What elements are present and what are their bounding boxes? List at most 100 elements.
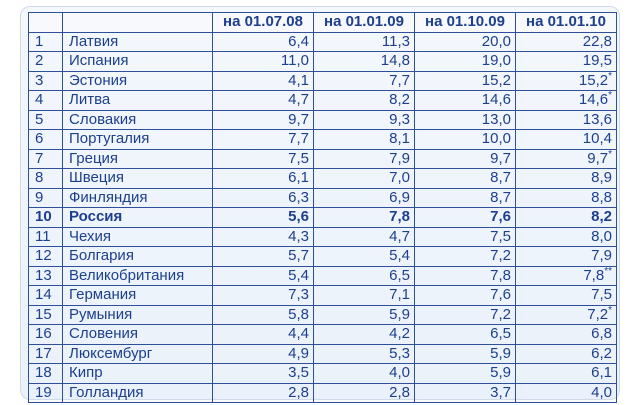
- table-row: 12 Болгария 5,7 5,4 7,2 7,9: [28, 246, 617, 267]
- value-cell: 2,8: [313, 382, 415, 403]
- table-row: 1 Латвия 6,4 11,3 20,0 22,8: [28, 31, 617, 52]
- value-cell: 7,1: [313, 285, 415, 306]
- value-cell: 6,3: [212, 187, 314, 208]
- header-country: [62, 12, 213, 33]
- value-cell: 6,9: [313, 187, 415, 208]
- value-cell: 8,8: [515, 187, 617, 208]
- value-cell: 3,5: [212, 363, 314, 384]
- value-cell: 7,2: [414, 304, 516, 325]
- table-row: 16 Словения 4,4 4,2 6,5 6,8: [28, 324, 617, 345]
- value-cell: 4,0: [515, 382, 617, 403]
- value-cell: 4,3: [212, 226, 314, 247]
- value-cell: 7,5: [414, 226, 516, 247]
- value-cell: 11,0: [212, 51, 314, 72]
- header-date-3: на 01.10.09: [414, 12, 516, 33]
- value-cell: 9,7*: [515, 148, 617, 169]
- country-name: Великобритания: [62, 265, 213, 286]
- row-number: 5: [28, 109, 63, 130]
- value-cell: 7,3: [212, 285, 314, 306]
- country-name: Голландия: [62, 382, 213, 403]
- value-cell: 7,5: [212, 148, 314, 169]
- value-cell: 8,7: [414, 168, 516, 189]
- country-name: Россия: [62, 207, 213, 228]
- row-number: 4: [28, 90, 63, 111]
- value-cell: 4,9: [212, 343, 314, 364]
- value-cell: 11,3: [313, 31, 415, 52]
- country-name: Литва: [62, 90, 213, 111]
- value-cell: 6,1: [212, 168, 314, 189]
- value-cell: 7,6: [414, 285, 516, 306]
- row-number: 17: [28, 343, 63, 364]
- country-name: Финляндия: [62, 187, 213, 208]
- value-cell: 7,7: [212, 129, 314, 150]
- table-row: 17 Люксембург 4,9 5,3 5,9 6,2: [28, 343, 617, 364]
- value-cell: 7,5: [515, 285, 617, 306]
- country-name: Люксембург: [62, 343, 213, 364]
- row-number: 11: [28, 226, 63, 247]
- value-cell: 19,5: [515, 51, 617, 72]
- country-name: Испания: [62, 51, 213, 72]
- table-row: 19 Голландия 2,8 2,8 3,7 4,0: [28, 382, 617, 403]
- value-cell: 6,8: [515, 324, 617, 345]
- table-panel: на 01.07.08 на 01.01.09 на 01.10.09 на 0…: [20, 6, 620, 403]
- value-cell: 7,8: [414, 265, 516, 286]
- value-cell: 5,8: [212, 304, 314, 325]
- value-cell: 8,1: [313, 129, 415, 150]
- row-number: 9: [28, 187, 63, 208]
- value-cell: 5,4: [212, 265, 314, 286]
- value-cell: 5,9: [414, 343, 516, 364]
- header-date-4: на 01.01.10: [515, 12, 617, 33]
- value-cell: 7,0: [313, 168, 415, 189]
- value-cell: 5,9: [313, 304, 415, 325]
- table-row: 4 Литва 4,7 8,2 14,6 14,6*: [28, 90, 617, 111]
- country-name: Германия: [62, 285, 213, 306]
- value-cell: 8,7: [414, 187, 516, 208]
- value-cell: 7,6: [414, 207, 516, 228]
- value-cell: 4,7: [313, 226, 415, 247]
- value-cell: 9,7: [212, 109, 314, 130]
- table-row: 8 Швеция 6,1 7,0 8,7 8,9: [28, 168, 617, 189]
- value-cell: 22,8: [515, 31, 617, 52]
- value-cell: 8,0: [515, 226, 617, 247]
- value-cell: 6,4: [212, 31, 314, 52]
- value-cell: 7,2*: [515, 304, 617, 325]
- value-cell: 7,8**: [515, 265, 617, 286]
- table-row: 14 Германия 7,3 7,1 7,6 7,5: [28, 285, 617, 306]
- unemployment-table: на 01.07.08 на 01.01.09 на 01.10.09 на 0…: [28, 12, 617, 403]
- row-number: 13: [28, 265, 63, 286]
- value-cell: 15,2*: [515, 70, 617, 91]
- country-name: Португалия: [62, 129, 213, 150]
- row-number: 6: [28, 129, 63, 150]
- table-row: 18 Кипр 3,5 4,0 5,9 6,1: [28, 363, 617, 384]
- table-row: 5 Словакия 9,7 9,3 13,0 13,6: [28, 109, 617, 130]
- value-cell: 14,8: [313, 51, 415, 72]
- table-row: 6 Португалия 7,7 8,1 10,0 10,4: [28, 129, 617, 150]
- row-number: 1: [28, 31, 63, 52]
- header-row: на 01.07.08 на 01.01.09 на 01.10.09 на 0…: [28, 12, 617, 33]
- country-name: Эстония: [62, 70, 213, 91]
- value-cell: 14,6*: [515, 90, 617, 111]
- value-cell: 6,5: [313, 265, 415, 286]
- table-row: 7 Греция 7,5 7,9 9,7 9,7*: [28, 148, 617, 169]
- table-row: 2 Испания 11,0 14,8 19,0 19,5: [28, 51, 617, 72]
- row-number: 12: [28, 246, 63, 267]
- value-cell: 5,6: [212, 207, 314, 228]
- country-name: Швеция: [62, 168, 213, 189]
- value-cell: 7,9: [515, 246, 617, 267]
- table-row: 15 Румыния 5,8 5,9 7,2 7,2*: [28, 304, 617, 325]
- header-date-1: на 01.07.08: [212, 12, 314, 33]
- value-cell: 20,0: [414, 31, 516, 52]
- value-cell: 9,3: [313, 109, 415, 130]
- country-name: Болгария: [62, 246, 213, 267]
- value-cell: 8,2: [313, 90, 415, 111]
- value-cell: 4,4: [212, 324, 314, 345]
- row-number: 8: [28, 168, 63, 189]
- value-cell: 7,7: [313, 70, 415, 91]
- value-cell: 14,6: [414, 90, 516, 111]
- value-cell: 5,9: [414, 363, 516, 384]
- value-cell: 10,4: [515, 129, 617, 150]
- value-cell: 6,5: [414, 324, 516, 345]
- header-num: [28, 12, 63, 33]
- row-number: 10: [28, 207, 63, 228]
- row-number: 3: [28, 70, 63, 91]
